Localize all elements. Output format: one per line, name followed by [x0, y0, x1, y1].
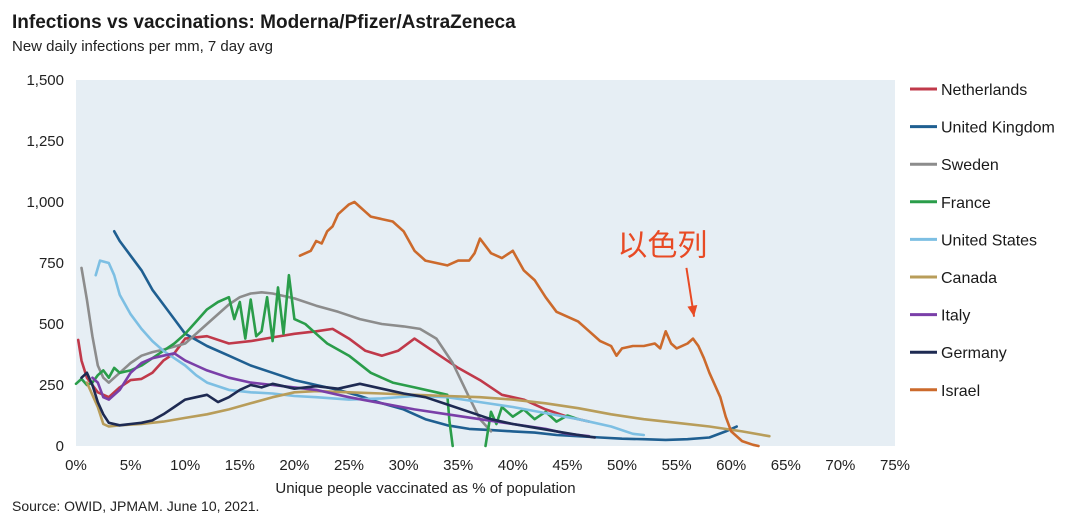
- x-tick-label: 40%: [498, 457, 528, 474]
- legend-label: Netherlands: [941, 82, 1027, 99]
- x-tick-label: 25%: [334, 457, 364, 474]
- x-tick-label: 50%: [607, 457, 637, 474]
- x-tick-label: 0%: [65, 457, 87, 474]
- legend-label: United Kingdom: [941, 120, 1055, 137]
- legend-label: Sweden: [941, 157, 999, 174]
- series-line-israel: [298, 200, 760, 448]
- legend-label: Italy: [941, 308, 970, 325]
- x-tick-label: 70%: [825, 457, 855, 474]
- y-tick-label: 500: [39, 316, 64, 333]
- legend-label: Germany: [941, 345, 1007, 362]
- plot-area: [76, 80, 895, 446]
- y-tick-label: 0: [56, 438, 64, 455]
- x-tick-label: 55%: [662, 457, 692, 474]
- x-tick-label: 65%: [771, 457, 801, 474]
- annotation-arrowhead: [687, 305, 698, 317]
- legend-label: United States: [941, 232, 1037, 249]
- x-tick-label: 35%: [443, 457, 473, 474]
- series-line-france: [74, 273, 455, 448]
- x-tick-label: 75%: [880, 457, 910, 474]
- series-line-germany: [80, 371, 597, 439]
- x-tick-label: 20%: [279, 457, 309, 474]
- series-line-united-states: [94, 259, 646, 437]
- legend-label: France: [941, 195, 991, 212]
- legend-label: Canada: [941, 270, 997, 287]
- y-tick-label: 750: [39, 255, 64, 272]
- source-note: Source: OWID, JPMAM. June 10, 2021.: [12, 498, 260, 514]
- x-axis-label: Unique people vaccinated as % of populat…: [275, 480, 575, 497]
- y-tick-label: 250: [39, 377, 64, 394]
- legend-label: Israel: [941, 383, 980, 400]
- series-line-italy: [91, 351, 591, 438]
- y-tick-label: 1,500: [26, 72, 64, 89]
- x-tick-label: 30%: [389, 457, 419, 474]
- series-line-sweden: [80, 266, 493, 433]
- annotation-label: 以色列: [617, 229, 707, 264]
- chart-title: Infections vs vaccinations: Moderna/Pfiz…: [12, 12, 516, 33]
- chart-subtitle: New daily infections per mm, 7 day avg: [12, 38, 273, 55]
- x-tick-label: 15%: [225, 457, 255, 474]
- y-tick-label: 1,250: [26, 133, 64, 150]
- x-tick-label: 45%: [552, 457, 582, 474]
- y-tick-label: 1,000: [26, 194, 64, 211]
- x-tick-label: 5%: [120, 457, 142, 474]
- x-tick-label: 10%: [170, 457, 200, 474]
- x-tick-label: 60%: [716, 457, 746, 474]
